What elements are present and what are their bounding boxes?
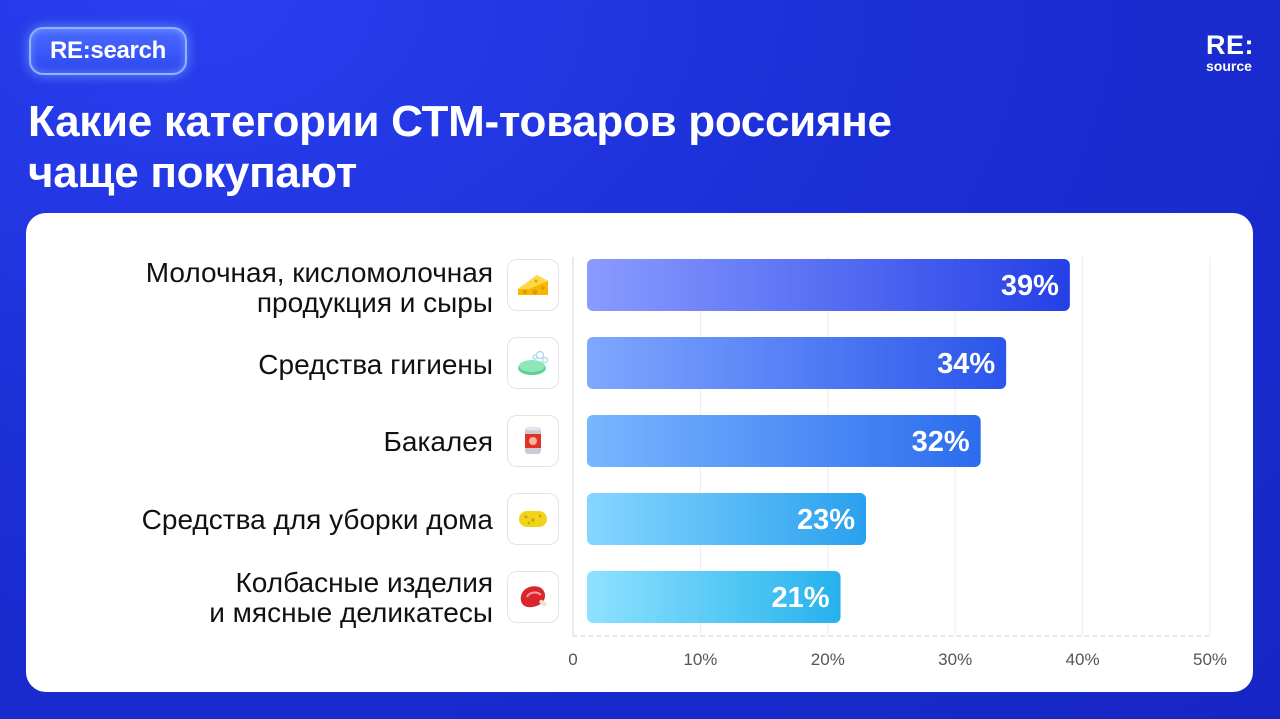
- research-badge: RE:search: [29, 27, 187, 75]
- bar: [587, 337, 1007, 389]
- cheese-icon: [507, 259, 559, 311]
- category-label-line: продукция и сыры: [256, 287, 493, 318]
- bar: [587, 259, 1070, 311]
- bar-value-label: 34%: [937, 348, 995, 380]
- category-label-line: Средства для уборки дома: [141, 504, 493, 535]
- category-label-cleaning: Средства для уборки дома: [142, 505, 493, 535]
- soap-icon: [507, 337, 559, 389]
- category-label-line: Бакалея: [383, 426, 493, 457]
- category-label-line: Средства гигиены: [258, 349, 493, 380]
- bar: [587, 571, 841, 623]
- bar-value-label: 21%: [771, 582, 829, 614]
- x-tick-label: 40%: [1066, 650, 1100, 669]
- x-tick-label: 30%: [938, 650, 972, 669]
- bar: [587, 493, 867, 545]
- x-tick-label: 20%: [811, 650, 845, 669]
- chart-card: 0 10% 20% 30% 40% 50% 39% 34% 32% 23% 21% Молочная…: [26, 213, 1253, 692]
- title-line-1: Какие категории СТМ-товаров россияне: [28, 97, 892, 146]
- category-label-line: и мясные деликатесы: [209, 597, 493, 628]
- category-label-grocery: Бакалея: [384, 427, 493, 457]
- x-tick-label: 50%: [1193, 650, 1227, 669]
- x-tick-label: 0: [568, 650, 577, 669]
- bar-value-label: 39%: [1001, 270, 1059, 302]
- category-label-meat: Колбасные изделия и мясные деликатесы: [209, 568, 493, 628]
- bar-value-label: 23%: [797, 504, 855, 536]
- x-tick-label: 10%: [683, 650, 717, 669]
- resource-logo: RE: source: [1206, 30, 1254, 74]
- category-label-line: Колбасные изделия: [235, 567, 494, 598]
- meat-icon: [507, 571, 559, 623]
- logo-line-1: RE:: [1206, 30, 1254, 60]
- logo-line-2: source: [1206, 58, 1252, 74]
- canned-food-icon: [507, 415, 559, 467]
- category-label-hygiene: Средства гигиены: [258, 350, 493, 380]
- category-label-line: Молочная, кисломолочная: [145, 257, 493, 288]
- title-line-2: чаще покупают: [28, 148, 357, 197]
- category-label-dairy: Молочная, кисломолочная продукция и сыры: [146, 258, 493, 318]
- bar: [587, 415, 981, 467]
- sponge-icon: [507, 493, 559, 545]
- bar-value-label: 32%: [912, 426, 970, 458]
- page-title: Какие категории СТМ-товаров россияне чащ…: [28, 96, 1128, 198]
- bar-chart: 0 10% 20% 30% 40% 50% 39% 34% 32% 23% 21%: [568, 257, 1227, 669]
